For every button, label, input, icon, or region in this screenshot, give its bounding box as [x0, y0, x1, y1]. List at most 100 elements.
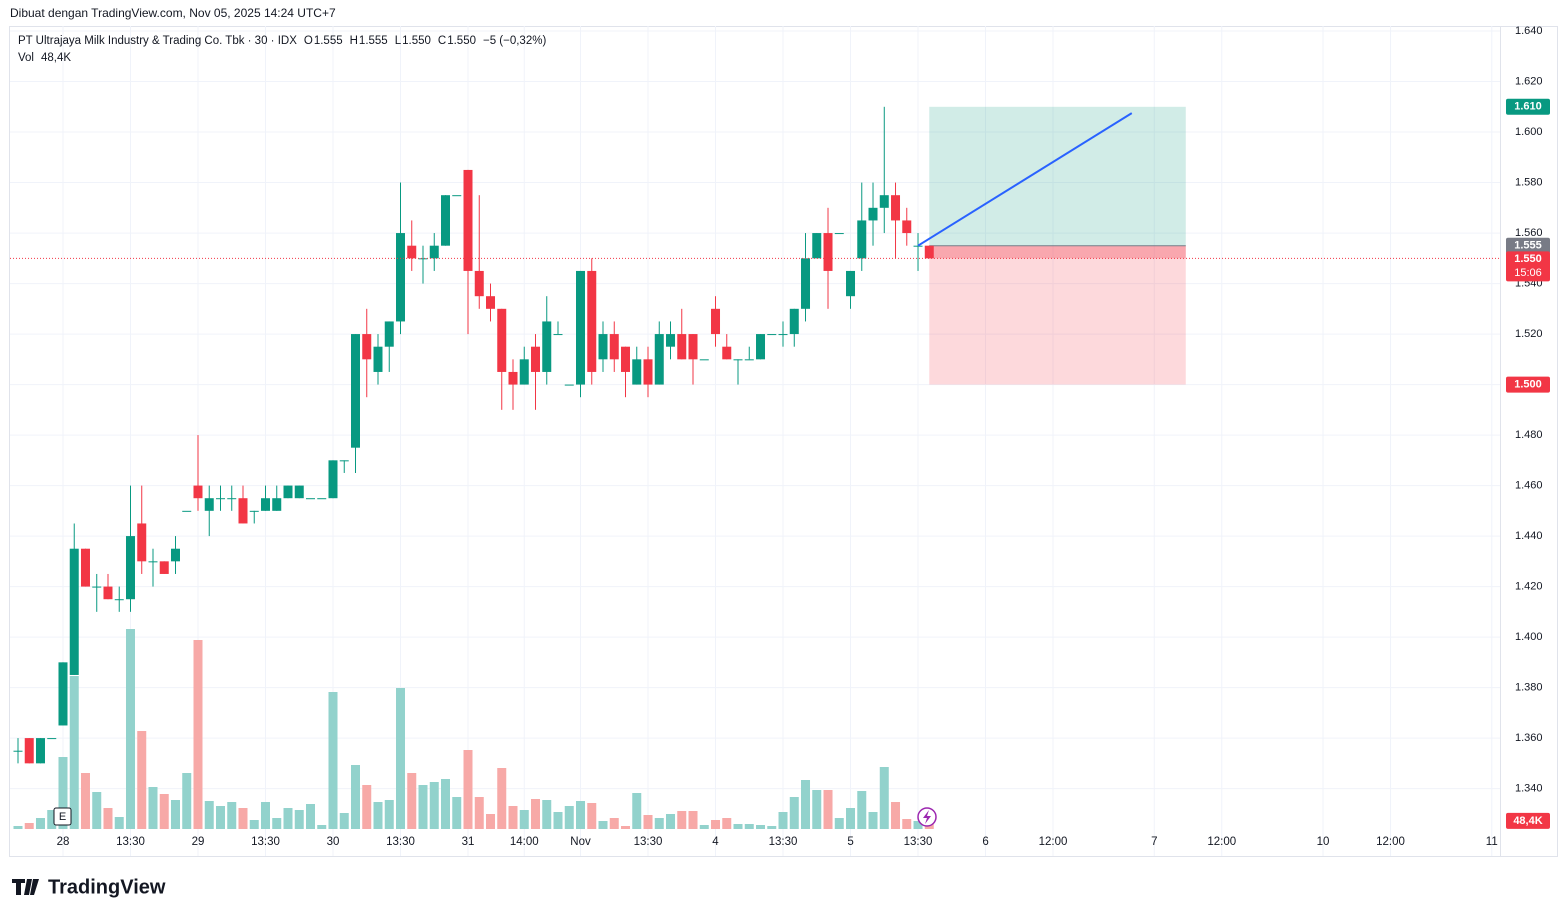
- y-tick-label: 1.580: [1515, 176, 1543, 188]
- entry-tag: 1.555: [1506, 237, 1550, 254]
- candle-body: [913, 245, 923, 247]
- last-price-tag-label: 1.550: [1514, 253, 1542, 265]
- x-tick-label: 12:00: [1207, 836, 1236, 848]
- y-tick-label: 1.640: [1515, 25, 1543, 37]
- volume-bar: [699, 825, 709, 829]
- candle-body: [778, 334, 788, 336]
- candle-body: [497, 308, 507, 372]
- volume-bar: [305, 804, 315, 829]
- candle-body: [148, 561, 158, 563]
- volume-bar: [13, 826, 23, 829]
- stop-tag-bg: [1506, 376, 1550, 393]
- candle-body: [677, 334, 687, 360]
- candle-body: [621, 346, 631, 372]
- candle-body: [463, 169, 473, 271]
- volume-bar: [587, 803, 597, 829]
- candle-body: [632, 359, 642, 385]
- candle-body: [564, 384, 574, 386]
- volume-bar: [227, 802, 237, 829]
- candle-body: [137, 523, 147, 562]
- volume-bar: [182, 773, 192, 829]
- volume-bar: [125, 629, 135, 829]
- x-tick-label: 13:30: [116, 836, 145, 848]
- open-loss: [929, 245, 1186, 259]
- candle-body: [553, 334, 563, 336]
- candle-body: [350, 334, 360, 448]
- volume-bar: [823, 790, 833, 829]
- x-tick-label: 29: [192, 836, 205, 848]
- legend-text: PT Ultrajaya Milk Industry & Trading Co.…: [18, 35, 297, 47]
- x-tick-label: Nov: [570, 836, 591, 848]
- x-tick-label: 5: [847, 836, 853, 848]
- credit: Dibuat dengan TradingView.com, Nov 05, 2…: [10, 6, 336, 20]
- volume-bar: [80, 773, 90, 829]
- entry-tag-bg: [1506, 237, 1550, 254]
- candle-body: [182, 510, 192, 512]
- legend-text: 1.555: [359, 35, 388, 47]
- candle-body: [47, 738, 57, 740]
- volume-bar: [159, 794, 169, 829]
- volume-bar: [272, 818, 282, 829]
- candle-body: [654, 334, 664, 385]
- candle-body: [58, 662, 68, 726]
- candle-body: [260, 498, 270, 511]
- candle-body: [407, 245, 417, 259]
- countdown: 15:06: [1514, 267, 1542, 279]
- earnings-marker-letter: E: [59, 811, 66, 823]
- candle-body: [272, 498, 282, 511]
- candle-body: [789, 308, 799, 335]
- y-tick-label: 1.600: [1515, 126, 1543, 138]
- earnings-marker[interactable]: [53, 807, 72, 826]
- volume-bar: [384, 800, 394, 829]
- candle-body: [452, 195, 462, 197]
- volume-bar: [891, 802, 901, 829]
- volume-bar: [463, 750, 473, 829]
- volume-bar: [767, 826, 777, 829]
- volume-bar: [778, 812, 788, 829]
- candle-body: [204, 498, 214, 511]
- candle-body: [801, 258, 811, 309]
- volume-bar: [654, 818, 664, 829]
- candle-body: [812, 233, 822, 259]
- candle-body: [857, 220, 867, 259]
- volume-bar: [283, 808, 293, 829]
- volume-bar: [137, 731, 147, 829]
- x-tick-label: 4: [712, 836, 719, 848]
- x-tick-label: 30: [327, 836, 340, 848]
- volume-bar: [204, 801, 214, 829]
- volume-bar: [733, 824, 743, 829]
- volume-bar: [114, 817, 124, 829]
- volume-bar: [328, 692, 338, 829]
- y-tick-label: 1.440: [1515, 530, 1543, 542]
- volume-bar: [632, 793, 642, 829]
- volume-bar: [542, 800, 552, 829]
- candle-body: [744, 359, 754, 361]
- volume-bar: [69, 676, 79, 829]
- volume-bar: [339, 813, 349, 829]
- volume-bar: [418, 785, 428, 829]
- y-tick-label: 1.620: [1515, 75, 1543, 87]
- candle-body: [587, 270, 597, 372]
- y-tick-label: 1.560: [1515, 227, 1543, 239]
- volume-bar: [553, 812, 563, 829]
- stop-tag: 1.500: [1506, 376, 1550, 393]
- legend-text: 1.555: [314, 35, 343, 47]
- candle-body: [823, 233, 833, 271]
- candle-body: [891, 195, 901, 221]
- volume-bar: [711, 820, 721, 829]
- volume-bar: [519, 810, 529, 829]
- legend-text: 48,4K: [41, 52, 71, 64]
- candle-body: [474, 270, 484, 297]
- last-price-tag: 1.550 15:06: [1506, 251, 1550, 282]
- x-tick-label: 13:30: [904, 836, 933, 848]
- x-tick-label: 13:30: [769, 836, 798, 848]
- candle-body: [924, 245, 934, 259]
- y-tick-label: 1.380: [1515, 681, 1543, 693]
- stop-tag-label: 1.500: [1514, 378, 1542, 390]
- x-tick-label: 13:30: [251, 836, 280, 848]
- candle-body: [362, 334, 372, 360]
- candle-body: [542, 321, 552, 372]
- candle-body: [305, 498, 315, 500]
- legend-text: L: [395, 35, 402, 47]
